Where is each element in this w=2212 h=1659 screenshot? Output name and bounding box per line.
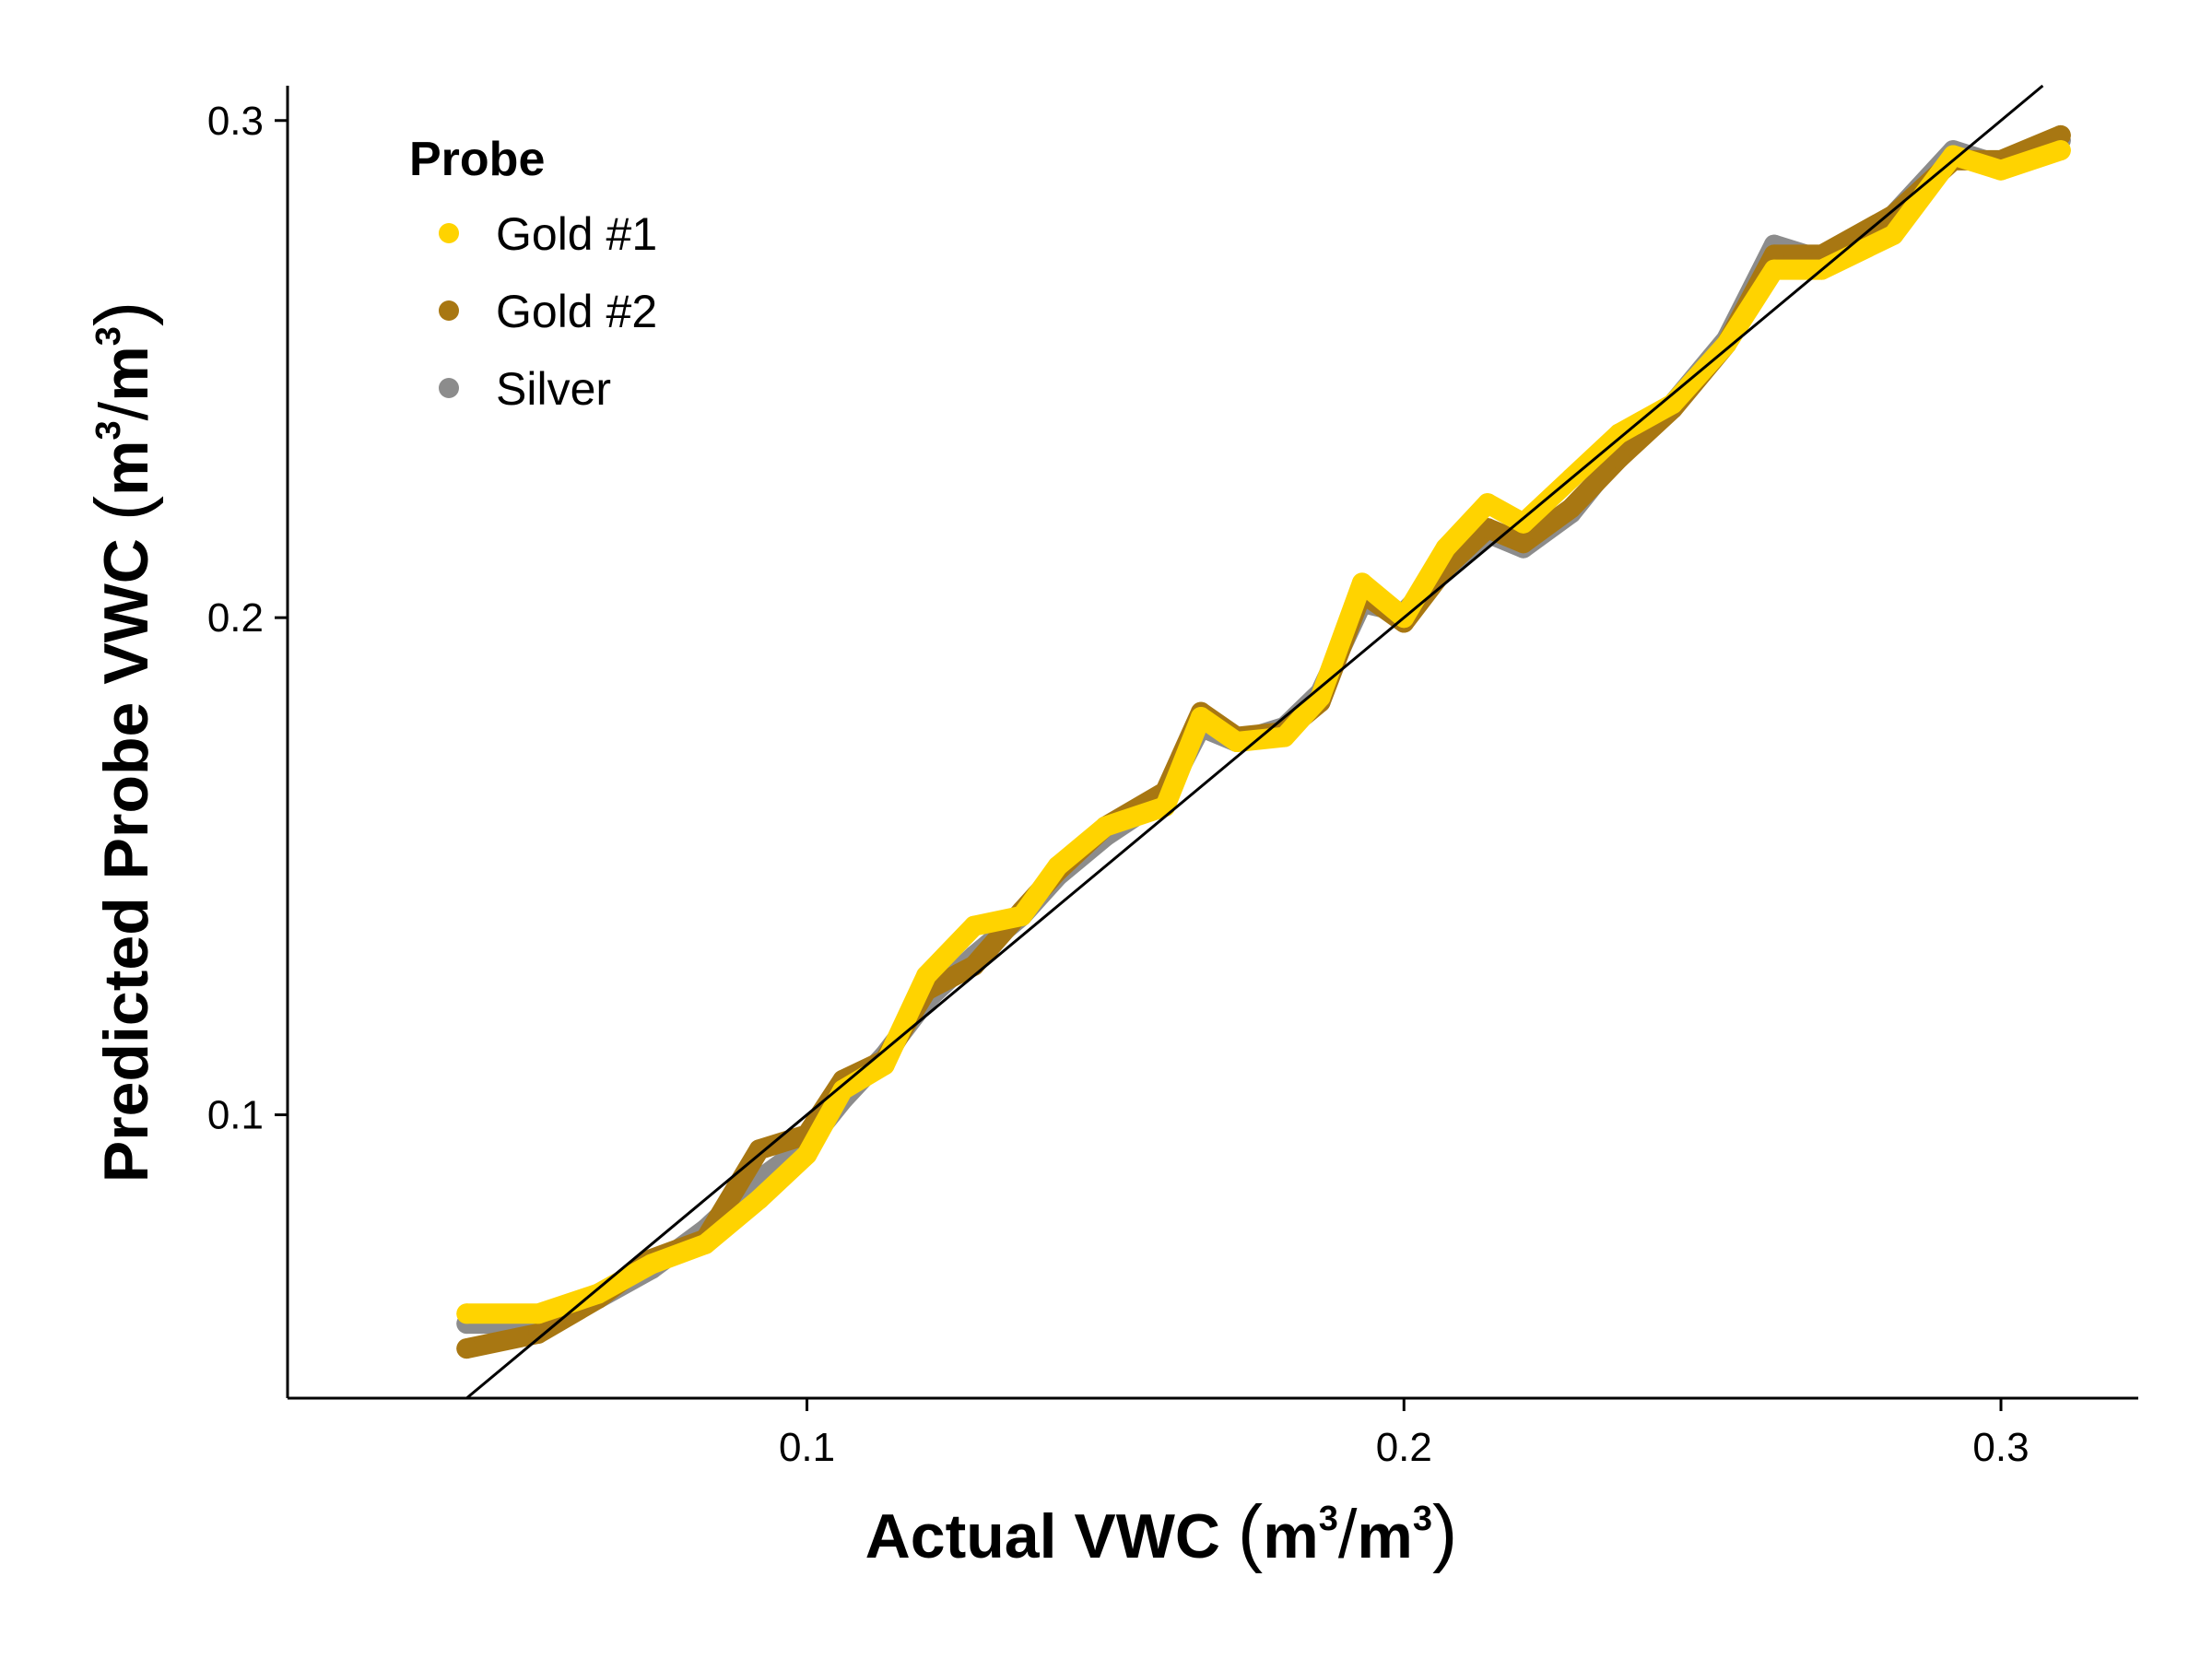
data-point-gold-1-11 <box>1011 905 1032 926</box>
data-point-gold-1-32 <box>1991 159 2011 181</box>
x-axis-title-unit-m1: m <box>1263 1501 1318 1571</box>
data-point-gold-1-27 <box>1716 334 1737 355</box>
x-axis-title-open-paren: ( <box>1238 1490 1263 1574</box>
data-point-gold-1-28 <box>1763 259 1784 280</box>
y-tick-label-2: 0.3 <box>207 99 264 144</box>
y-axis-title-unit-m2: m <box>91 346 161 401</box>
data-point-gold-1-8 <box>874 1054 895 1076</box>
data-point-gold-1-6 <box>796 1144 818 1165</box>
data-point-gold-1-30 <box>1883 224 1904 245</box>
x-tick-label-1: 0.2 <box>1376 1425 1432 1470</box>
series-gold-1 <box>456 140 2071 1324</box>
data-point-gold-2-23 <box>1512 533 1534 554</box>
data-point-gold-1-17 <box>1274 726 1295 747</box>
data-point-gold-1-19 <box>1351 572 1372 594</box>
x-axis-title-prefix: Actual VWC <box>865 1501 1238 1571</box>
legend-swatch-gold-1 <box>439 223 459 243</box>
legend-items: Gold #1 Gold #2 Silver <box>439 208 657 415</box>
ticks-layer: 0.1 0.2 0.3 0.1 0.2 0.3 <box>207 99 2030 1470</box>
identity-reference-line <box>465 84 2044 1400</box>
data-point-gold-2-10 <box>963 955 984 976</box>
data-point-gold-1-22 <box>1477 493 1498 514</box>
data-point-gold-1-14 <box>1155 796 1176 818</box>
legend-label-silver: Silver <box>496 363 611 415</box>
legend-swatch-gold-2 <box>439 300 459 321</box>
data-point-gold-1-18 <box>1310 687 1331 708</box>
data-point-gold-2-24 <box>1560 498 1582 519</box>
data-point-gold-1-10 <box>963 915 984 936</box>
y-axis-title-open-paren: ( <box>80 496 164 521</box>
x-tick-label-2: 0.3 <box>1972 1425 2029 1470</box>
data-point-gold-1-5 <box>748 1189 770 1210</box>
data-point-gold-1-21 <box>1435 537 1456 559</box>
series-trace-gold-1 <box>456 140 2071 1324</box>
data-point-gold-1-15 <box>1191 707 1211 727</box>
y-tick-label-1: 0.2 <box>207 595 264 641</box>
x-axis-title-unit-m2: m <box>1357 1501 1412 1571</box>
x-axis-title-close-paren: ) <box>1432 1490 1457 1574</box>
data-point-gold-1-1 <box>528 1303 549 1324</box>
data-point-gold-1-26 <box>1662 394 1683 415</box>
data-point-gold-1-4 <box>695 1233 716 1254</box>
data-point-gold-1-31 <box>1943 145 1964 166</box>
data-point-gold-2-0 <box>456 1338 477 1359</box>
x-axis-title-unit-sup2: 3 <box>1413 1500 1432 1538</box>
y-axis-title-unit-m1: m <box>91 440 161 495</box>
legend-label-gold-1: Gold #1 <box>496 208 657 260</box>
y-tick-label-0: 0.1 <box>207 1093 264 1138</box>
y-axis-title-slash: / <box>86 401 162 420</box>
x-tick-label-0: 0.1 <box>779 1425 835 1470</box>
data-point-gold-1-2 <box>587 1283 608 1304</box>
data-point-gold-1-12 <box>1047 855 1068 877</box>
series-layer <box>456 124 2071 1359</box>
y-axis-title-close-paren: ) <box>80 301 164 326</box>
legend-item-gold-2: Gold #2 <box>439 286 657 337</box>
legend-label-gold-2: Gold #2 <box>496 286 657 337</box>
data-point-gold-1-13 <box>1095 816 1116 837</box>
data-point-gold-2-1 <box>528 1323 549 1344</box>
data-point-gold-2-25 <box>1608 448 1630 469</box>
y-axis-title-unit-sup2: 3 <box>89 326 128 346</box>
y-axis-title-prefix: Predicted Probe VWC <box>91 521 161 1182</box>
legend: Probe Gold #1 Gold #2 Silver <box>409 133 657 415</box>
legend-title: Probe <box>409 133 545 186</box>
data-point-gold-1-7 <box>832 1079 853 1100</box>
data-point-gold-1-9 <box>916 965 937 986</box>
x-axis-title-unit-sup1: 3 <box>1319 1500 1338 1538</box>
data-point-gold-1-3 <box>641 1253 663 1275</box>
data-point-gold-2-33 <box>2050 124 2071 146</box>
data-point-gold-2-5 <box>748 1139 770 1160</box>
data-point-gold-1-25 <box>1608 423 1630 444</box>
legend-swatch-silver <box>439 378 459 398</box>
x-axis-title-slash: / <box>1338 1496 1358 1572</box>
x-axis-title: Actual VWC (m3/m3) <box>865 1490 1458 1574</box>
y-axis-title-unit-sup1: 3 <box>89 420 128 440</box>
legend-item-silver: Silver <box>439 363 611 415</box>
data-point-gold-1-0 <box>456 1303 477 1324</box>
data-point-gold-1-33 <box>2050 140 2071 161</box>
legend-item-gold-1: Gold #1 <box>439 208 657 260</box>
data-point-gold-1-16 <box>1226 732 1247 752</box>
reference-line-layer <box>465 84 2044 1400</box>
data-point-gold-1-23 <box>1512 512 1534 534</box>
y-axis-title: Predicted Probe VWC (m3/m3) <box>80 301 164 1182</box>
axes-layer <box>286 86 2138 1400</box>
